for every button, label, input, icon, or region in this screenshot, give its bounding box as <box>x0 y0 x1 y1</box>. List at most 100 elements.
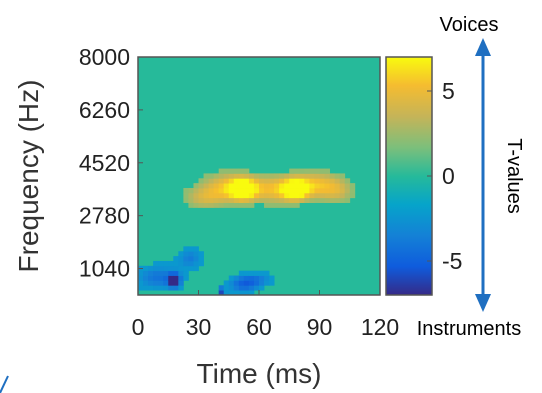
heatmap-cell <box>349 188 356 194</box>
heatmap-cell <box>188 251 194 257</box>
y-tick-label: 4520 <box>79 150 130 176</box>
heatmap-cell <box>228 192 235 199</box>
heatmap-cell <box>233 202 240 208</box>
heatmap-cell <box>218 192 225 199</box>
heatmap-cell <box>349 192 356 199</box>
heatmap-panel <box>137 56 381 296</box>
heatmap-cell <box>274 173 280 179</box>
heatmap-cell <box>253 280 260 286</box>
arrow-head-down <box>475 294 491 312</box>
heatmap-cell <box>339 192 346 199</box>
heatmap-cell <box>289 178 295 184</box>
heatmap-cell <box>269 183 275 189</box>
heatmap-cell <box>344 183 351 189</box>
heatmap-cell <box>198 178 204 184</box>
heatmap-cell <box>218 202 225 208</box>
heatmap-cell <box>153 265 159 272</box>
heatmap-cell <box>138 270 144 276</box>
heatmap-cell <box>314 168 320 174</box>
heatmap-cell <box>178 270 184 276</box>
y-tick-label: 2780 <box>79 203 130 229</box>
heatmap-cell <box>228 178 235 184</box>
heatmap-cell <box>329 188 336 194</box>
heatmap-cell <box>233 173 240 179</box>
heatmap-cell <box>319 173 325 179</box>
heatmap-cell <box>309 188 315 194</box>
heatmap-cell <box>228 280 235 286</box>
heatmap-cell <box>339 178 346 184</box>
heatmap-cell <box>304 188 310 194</box>
heatmap-cell <box>163 265 169 272</box>
heatmap-cell <box>248 270 255 276</box>
x-tick-label: 120 <box>361 314 399 340</box>
heatmap-cell <box>228 285 235 291</box>
heatmap-cell <box>319 192 325 199</box>
heatmap-cell <box>238 285 245 291</box>
y-axis-title: Frequency (Hz) <box>13 80 44 273</box>
heatmap-cell <box>314 178 320 184</box>
x-tick-label: 90 <box>307 314 333 340</box>
heatmap-cell <box>243 285 250 291</box>
heatmap-cell <box>248 285 255 291</box>
corner-mark <box>0 375 9 393</box>
heatmap-cell <box>329 178 336 184</box>
heatmap-cell <box>248 202 255 208</box>
heatmap-cell <box>289 192 295 199</box>
heatmap-cell <box>309 197 315 203</box>
heatmap-cell <box>223 192 230 199</box>
heatmap-cell <box>279 188 285 194</box>
heatmap-cell <box>193 265 199 272</box>
heatmap-cell <box>158 275 164 281</box>
heatmap-cell <box>153 275 159 281</box>
heatmap-cell <box>143 280 149 286</box>
heatmap-cell <box>148 275 154 281</box>
heatmap-cell <box>218 197 225 203</box>
heatmap-cell <box>299 173 305 179</box>
heatmap-cell <box>223 290 230 296</box>
heatmap-cell <box>178 256 184 262</box>
heatmap-cell <box>279 178 285 184</box>
heatmap-cell <box>143 265 149 272</box>
heatmap-cell <box>223 173 230 179</box>
y-tick-label: 6260 <box>79 97 130 123</box>
heatmap-cell <box>218 290 225 296</box>
heatmap-cell <box>299 192 305 199</box>
heatmap-cell <box>238 197 245 203</box>
heatmap-cell <box>304 173 310 179</box>
heatmap-cell <box>238 280 245 286</box>
heatmap-cell <box>233 290 240 296</box>
heatmap-cell <box>248 173 255 179</box>
heatmap-cell <box>264 280 270 286</box>
arrow-head-up <box>475 38 491 56</box>
heatmap-cell <box>264 202 270 208</box>
heatmap-cell <box>153 270 159 276</box>
heatmap-cell <box>304 197 310 203</box>
heatmap-cell <box>168 265 174 272</box>
heatmap-cell <box>309 178 315 184</box>
heatmap-cell <box>289 188 295 194</box>
heatmap-cell <box>238 202 245 208</box>
heatmap-cell <box>228 188 235 194</box>
heatmap-cell <box>349 183 356 189</box>
heatmap-cell <box>233 188 240 194</box>
heatmap-cell <box>188 246 194 252</box>
heatmap-cell <box>163 280 169 286</box>
heatmap-cell <box>269 173 275 179</box>
heatmap-cell <box>248 183 255 189</box>
heatmap-cell <box>289 168 295 174</box>
heatmap-cell <box>329 173 336 179</box>
heatmap-cells <box>138 168 356 296</box>
heatmap-cell <box>329 183 336 189</box>
heatmap-cell <box>238 270 245 276</box>
heatmap-cell <box>143 275 149 281</box>
heatmap-cell <box>223 178 230 184</box>
heatmap-cell <box>248 178 255 184</box>
heatmap-cell <box>223 280 230 286</box>
heatmap-cell <box>324 183 330 189</box>
heatmap-cell <box>173 280 179 286</box>
heatmap-cell <box>279 197 285 203</box>
heatmap-cell <box>243 275 250 281</box>
heatmap-cell <box>163 260 169 267</box>
heatmap-cell <box>314 192 320 199</box>
